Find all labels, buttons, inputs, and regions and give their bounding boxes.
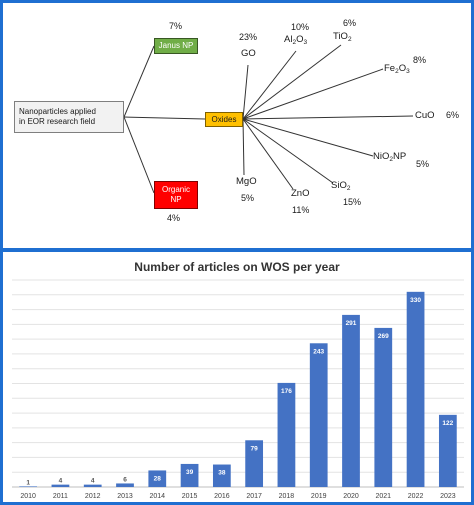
organic-np-node: Organic NP [154, 181, 198, 209]
oxides-node: Oxides [205, 112, 243, 127]
bar-2011 [51, 484, 70, 487]
data-label-2014: 28 [154, 475, 162, 482]
data-label-2015: 39 [186, 469, 194, 476]
nio2np-label: NiO2NP [373, 151, 407, 163]
zno-percent: 11% [292, 205, 310, 215]
x-tick-labels: 2010 2011 2012 2013 2014 2015 2016 2017 2018 2019… [20, 493, 455, 500]
data-label-2012: 4 [91, 478, 95, 485]
oxides-label: Oxides [211, 114, 237, 124]
x-tick-2014: 2014 [149, 493, 165, 500]
bar-2016 [212, 464, 231, 487]
x-tick-2010: 2010 [20, 493, 36, 500]
organic-np-label-line1: Organic [161, 185, 190, 194]
connector-oxides-mgo [242, 118, 245, 176]
sio2-percent: 15% [343, 197, 362, 207]
gridlines [12, 279, 464, 488]
root-label-line2: in EOR research field [19, 117, 96, 126]
data-label-2021: 269 [378, 333, 389, 340]
connector-oxides-cuo [242, 115, 414, 120]
data-label-2020: 291 [346, 320, 357, 327]
bar-2018 [277, 382, 296, 487]
al2o3-label: Al2O3 [284, 34, 308, 46]
bar-2020 [342, 314, 360, 487]
connector-oxides-zno [242, 118, 294, 190]
connector-root-janus [123, 45, 155, 118]
connector-oxides-nio2np [242, 118, 374, 157]
root-label-line1: Nanoparticles applied [19, 107, 96, 116]
x-tick-2015: 2015 [182, 493, 198, 500]
data-label-2016: 38 [218, 470, 226, 477]
bar-2019 [309, 343, 328, 487]
x-tick-2021: 2021 [375, 493, 391, 500]
bar-2014 [148, 470, 167, 487]
bar-2013 [116, 483, 134, 487]
janus-np-percent: 7% [169, 21, 183, 31]
bar-2023 [438, 414, 457, 487]
x-tick-2023: 2023 [440, 493, 456, 500]
data-labels: 1 4 4 6 28 39 38 79 176 243 291 269 330 122 [26, 297, 453, 487]
connector-oxides-go [242, 64, 249, 120]
janus-np-label: Janus NP [158, 41, 194, 50]
x-tick-2020: 2020 [343, 493, 359, 500]
go-label: GO [241, 48, 256, 59]
al2o3-percent: 10% [291, 22, 310, 32]
connector-root-oxides [123, 116, 206, 120]
tio2-percent: 6% [343, 18, 357, 28]
mgo-label: MgO [236, 176, 257, 187]
connector-root-organic [123, 116, 155, 194]
x-tick-2017: 2017 [246, 493, 262, 500]
connector-oxides-fe2o3 [242, 68, 384, 120]
x-tick-2019: 2019 [311, 493, 327, 500]
bar-2021 [374, 327, 393, 487]
bar-2015 [180, 463, 199, 487]
mgo-percent: 5% [241, 193, 255, 203]
data-label-2018: 176 [281, 388, 292, 395]
cuo-label: CuO [415, 110, 435, 121]
x-tick-2018: 2018 [279, 493, 295, 500]
bar-2022 [406, 291, 425, 487]
bar-2010 [19, 486, 38, 487]
root-node: Nanoparticles applied in EOR research fi… [14, 101, 124, 133]
organic-np-label-line2: NP [170, 195, 182, 204]
zno-label: ZnO [291, 188, 310, 199]
go-percent: 23% [239, 32, 258, 42]
data-label-2013: 6 [123, 476, 127, 483]
bar-2017 [245, 440, 264, 487]
articles-chart-panel: Number of articles on WOS per year 1 4 4 6 2… [3, 252, 471, 502]
janus-np-node: Janus NP [154, 38, 198, 54]
data-label-2010: 1 [26, 479, 30, 486]
x-tick-2022: 2022 [408, 493, 424, 500]
connector-oxides-al2o3 [242, 50, 297, 120]
bar-chart: Number of articles on WOS per year 1 4 4 6 2… [12, 260, 464, 500]
sio2-label: SiO2 [331, 180, 351, 192]
x-tick-2013: 2013 [117, 493, 133, 500]
data-label-2023: 122 [442, 420, 453, 427]
nio2np-percent: 5% [416, 159, 430, 169]
data-label-2022: 330 [410, 297, 421, 304]
bars [19, 291, 457, 487]
chart-title: Number of articles on WOS per year [134, 260, 340, 274]
data-label-2017: 79 [251, 445, 259, 452]
x-tick-2016: 2016 [214, 493, 230, 500]
x-tick-2012: 2012 [85, 493, 101, 500]
data-label-2019: 243 [313, 348, 324, 355]
tio2-label: TiO2 [333, 31, 352, 43]
cuo-percent: 6% [446, 110, 460, 120]
diagram-connectors [123, 44, 414, 194]
nanoparticle-diagram-panel: Nanoparticles applied in EOR research fi… [3, 3, 471, 248]
connector-oxides-tio2 [242, 44, 342, 120]
organic-np-percent: 4% [167, 213, 181, 223]
connector-oxides-sio2 [242, 118, 334, 184]
data-label-2011: 4 [59, 478, 63, 485]
bar-2012 [83, 484, 102, 487]
fe2o3-percent: 8% [413, 55, 427, 65]
fe2o3-label: Fe2O3 [384, 63, 410, 75]
x-tick-2011: 2011 [53, 493, 68, 500]
